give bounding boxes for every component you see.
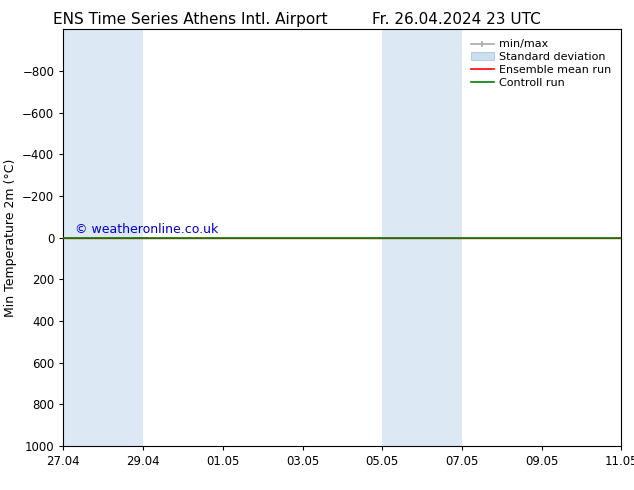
Text: ENS Time Series Athens Intl. Airport: ENS Time Series Athens Intl. Airport (53, 12, 328, 27)
Legend: min/max, Standard deviation, Ensemble mean run, Controll run: min/max, Standard deviation, Ensemble me… (467, 35, 616, 92)
Text: Fr. 26.04.2024 23 UTC: Fr. 26.04.2024 23 UTC (372, 12, 541, 27)
Text: © weatheronline.co.uk: © weatheronline.co.uk (75, 222, 218, 236)
Bar (63, 29, 143, 446)
Bar (382, 29, 462, 446)
Y-axis label: Min Temperature 2m (°C): Min Temperature 2m (°C) (4, 158, 16, 317)
Bar (621, 29, 634, 446)
